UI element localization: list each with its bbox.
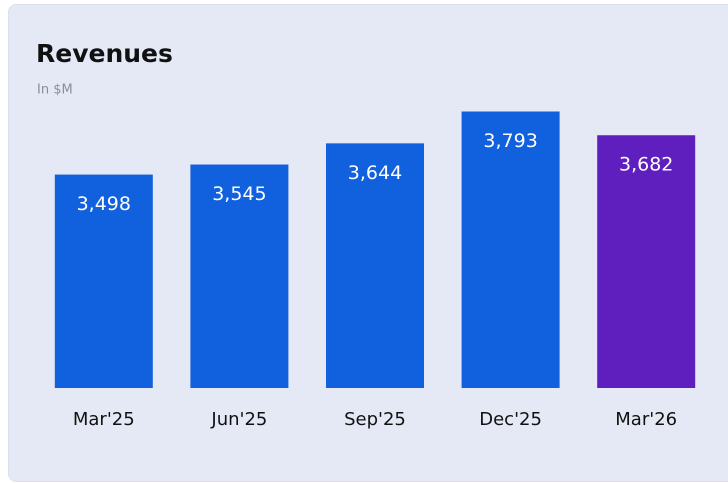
value-label: 3,644 [348, 162, 402, 184]
value-label: 3,793 [483, 130, 537, 152]
bar [54, 174, 153, 388]
x-tick-label: Mar'25 [73, 409, 135, 430]
bar [597, 135, 696, 388]
bar [461, 111, 560, 389]
chart-subtitle: In $M [37, 83, 73, 98]
x-tick-label: Mar'26 [615, 409, 677, 430]
chart-title: Revenues [36, 39, 173, 68]
value-label: 3,682 [619, 154, 673, 176]
x-tick-label: Dec'25 [479, 409, 542, 430]
bar [190, 164, 289, 388]
x-tick-label: Sep'25 [344, 409, 406, 430]
x-tick-label: Jun'25 [210, 409, 267, 430]
value-label: 3,545 [212, 183, 266, 205]
value-label: 3,498 [77, 193, 131, 215]
bar [326, 143, 424, 388]
